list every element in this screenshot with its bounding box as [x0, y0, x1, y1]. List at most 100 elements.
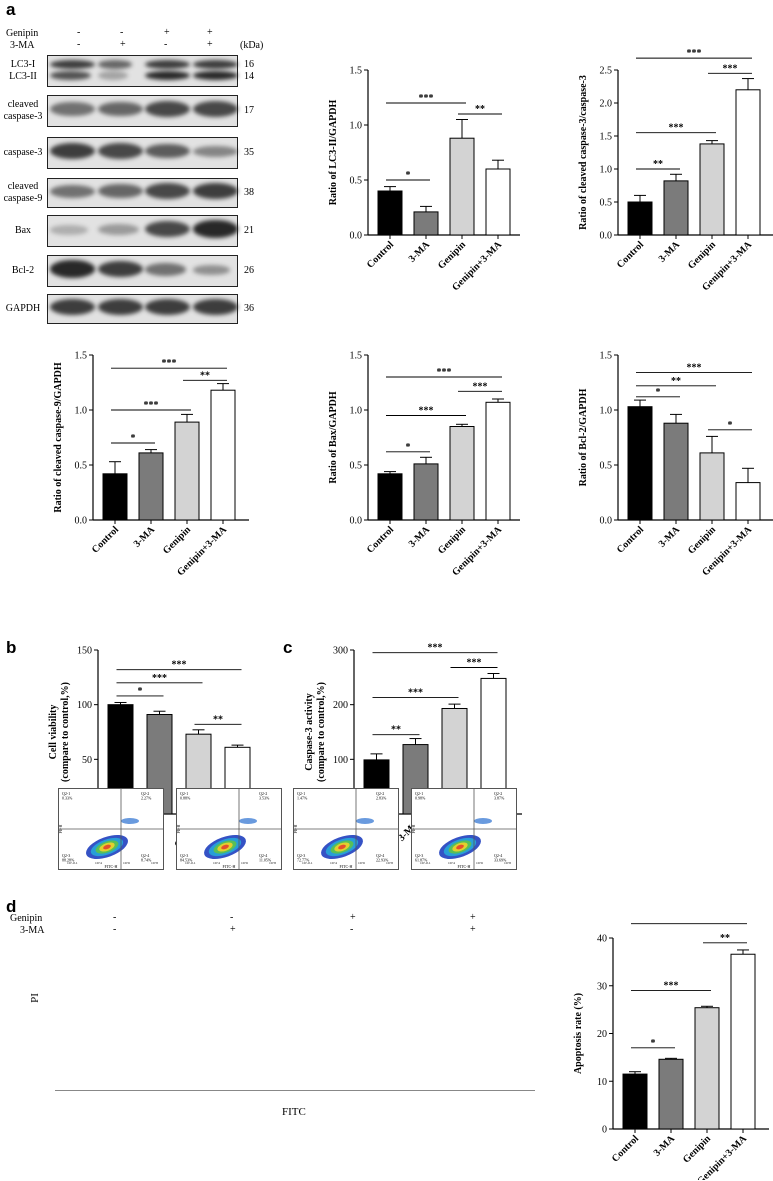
density-cloud	[121, 818, 139, 824]
flow-tick-label: 10^6	[476, 861, 483, 865]
bar	[622, 1073, 648, 1130]
y-tick-label: 1.0	[350, 121, 363, 132]
x-tick-label: Genipin	[436, 524, 468, 556]
blot-kda-label: 36	[244, 303, 254, 314]
blot-protein-label: Bcl-2	[11, 265, 35, 276]
y-axis-label-line: Ratio of Bcl-2/GAPDH	[578, 388, 589, 486]
blot-band	[145, 71, 190, 80]
y-tick-label: 20	[597, 1029, 607, 1040]
bar	[210, 389, 236, 521]
significance-label: *	[138, 686, 143, 697]
kda-header: (kDa)	[240, 40, 264, 51]
panel-label-a: a	[6, 0, 16, 19]
y-tick-label: 0.5	[75, 461, 88, 472]
y-axis-label-line: (compare to control,%)	[60, 682, 71, 782]
quadrant-percentage: Q2-4 22.93%	[376, 853, 389, 863]
y-tick-label: 0.5	[350, 176, 363, 187]
bar	[102, 473, 128, 521]
y-axis-label: Ratio of cleaved caspase-9/GAPDH	[53, 362, 64, 512]
bar	[413, 463, 439, 521]
chart-cleaved-caspase3-ratio: 0.0 0.5 1.0 1.5 2.0 2.5 Ratio of cleaved caspa…	[578, 48, 773, 293]
blot-protein-label: Bax	[14, 225, 32, 236]
bar	[377, 190, 403, 236]
blot-band	[145, 299, 190, 315]
y-tick-label: 1.0	[600, 165, 613, 176]
panel-label-c: c	[283, 638, 293, 657]
significance-label: **	[475, 104, 485, 115]
blot-band	[192, 71, 238, 80]
quadrant-percentage-line: 0.33%	[62, 796, 73, 801]
significance-label: **	[200, 370, 210, 381]
bar	[699, 452, 725, 521]
flow-sign: -	[350, 924, 354, 935]
blot-band	[145, 183, 190, 199]
chart-bax-ratio: 0.0 0.5 1.0 1.5 Ratio of Bax/GAPDH Control 3-M…	[328, 351, 520, 578]
significance-label: ***	[682, 920, 697, 925]
flow-tick-label: 10^8	[386, 861, 393, 865]
y-tick-label: 1.0	[350, 406, 363, 417]
blot-kda-label: 17	[244, 105, 254, 116]
y-tick-label: 1.5	[600, 351, 613, 362]
flow-tick-label: 10^8	[504, 861, 511, 865]
quadrant-percentage-line: 2.83%	[376, 796, 387, 801]
significance-label: **	[653, 159, 663, 170]
significance-label: ***	[419, 406, 434, 417]
quadrant-percentage-line: 3.53%	[259, 796, 270, 801]
x-tick-label: Control	[610, 1133, 641, 1164]
flow-tick-label: 10^4	[95, 861, 102, 865]
blot-band	[97, 261, 143, 277]
y-tick-label: 1.5	[350, 351, 363, 362]
bar	[485, 401, 511, 521]
significance-label: **	[391, 725, 401, 736]
x-tick-label: 3-MA	[407, 239, 433, 265]
quadrant-percentage-line: 1.47%	[297, 796, 308, 801]
significance-label: ***	[669, 123, 684, 134]
y-axis-label-line: Caspase-3 activity	[304, 693, 315, 771]
flow-cytometry-plot: Q2-1 0.88% Q2-2 3.53% Q2-3 84.53% Q2-4 11.05% FI…	[176, 788, 282, 870]
y-axis-label-line: Ratio of LC3-II/GAPDH	[328, 100, 339, 206]
blot-band	[50, 102, 95, 117]
quadrant-percentage: Q2-2 3.53%	[259, 791, 270, 801]
quadrant-percentage-line: Q2-2	[141, 791, 149, 796]
bar	[627, 201, 653, 236]
flow-y-channel-label: PE-H	[59, 824, 63, 833]
blot-band	[97, 71, 128, 80]
quadrant-percentage-line: 22.93%	[376, 858, 389, 863]
blot-band	[145, 221, 190, 237]
blot-protein-label: caspase-3	[3, 147, 43, 158]
quadrant-percentage-line: Q2-1	[180, 791, 188, 796]
y-axis-label: Ratio of Bcl-2/GAPDH	[578, 388, 589, 486]
flow-y-axis-label: PI	[28, 993, 41, 1003]
significance-label: *	[406, 170, 411, 181]
y-tick-label: 1.5	[350, 66, 363, 77]
quadrant-percentage: Q2-3 84.53%	[180, 853, 193, 863]
wb-3ma-label: 3-MA	[10, 40, 35, 51]
significance-label: ***	[428, 643, 443, 654]
wb-sign: +	[164, 27, 170, 38]
flow-tick-label: 10^4	[330, 861, 337, 865]
significance-label: ***	[144, 400, 159, 411]
density-cloud	[356, 818, 374, 824]
x-tick-label: Control	[90, 524, 121, 555]
blot-row	[47, 255, 238, 287]
y-tick-label: 30	[597, 981, 607, 992]
bar	[174, 421, 200, 521]
significance-label: ***	[687, 48, 702, 59]
blot-row	[47, 294, 238, 324]
chart-bcl2-ratio: 0.0 0.5 1.0 1.5 Ratio of Bcl-2/GAPDH Control 3…	[578, 351, 773, 578]
blot-band	[50, 299, 95, 315]
blot-band	[192, 265, 230, 275]
y-axis-label-line: Ratio of cleaved caspase-3/caspase-3	[578, 75, 589, 230]
quadrant-percentage-line: 61.87%	[415, 858, 428, 863]
blot-band	[192, 220, 238, 238]
significance-label: ***	[687, 363, 702, 374]
significance-label: ***	[664, 981, 679, 992]
blot-protein-label: cleaved caspase-9	[3, 181, 43, 204]
quadrant-percentage: Q2-1 1.47%	[297, 791, 308, 801]
quadrant-percentage: Q2-3 72.77%	[297, 853, 310, 863]
blot-band	[192, 146, 238, 158]
x-tick-label: Genipin	[686, 239, 718, 271]
flow-x-channel-label: FITC-H	[105, 864, 118, 869]
x-tick-label: Genipin	[681, 1133, 713, 1165]
blot-kda-label: 21	[244, 225, 254, 236]
